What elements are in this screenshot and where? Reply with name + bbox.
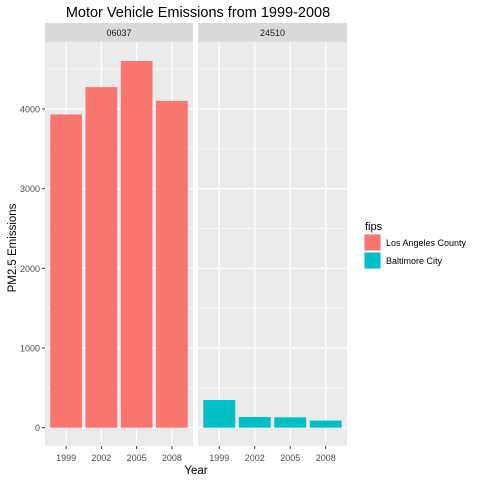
- x-tick-label: 2005: [280, 453, 300, 463]
- bar-06037-1999: [50, 114, 82, 428]
- x-tick-label: 2002: [245, 453, 265, 463]
- y-axis-label: PM2.5 Emissions: [7, 203, 19, 292]
- x-tick-label: 2002: [91, 453, 111, 463]
- bar-06037-2008: [156, 100, 188, 428]
- bar-06037-2005: [120, 60, 153, 428]
- facet-strip-24510: [198, 23, 347, 42]
- bar-24510-2005: [274, 417, 307, 428]
- x-tick-label: 2005: [127, 453, 147, 463]
- chart-title: Motor Vehicle Emissions from 1999-2008: [66, 5, 330, 21]
- x-tick-label: 2008: [162, 453, 182, 463]
- y-tick-label: 0: [35, 423, 40, 433]
- bar-24510-2008: [309, 420, 342, 428]
- x-tick-label: 2008: [316, 453, 336, 463]
- y-tick-label: 3000: [20, 184, 40, 194]
- y-tick-label: 1000: [20, 343, 40, 353]
- facet-strip-label: 06037: [106, 28, 131, 38]
- facet-strip-label: 24510: [260, 28, 285, 38]
- bar-24510-2002: [238, 416, 271, 428]
- legend-entry-label: Baltimore City: [386, 256, 443, 266]
- bar-06037-2002: [85, 87, 118, 428]
- legend: fips Los Angeles County Baltimore City: [364, 221, 467, 269]
- legend-key-swatch: [364, 252, 381, 269]
- facet-strip-06037: [45, 23, 193, 42]
- bar-24510-1999: [203, 400, 236, 428]
- y-tick-label: 2000: [20, 264, 40, 274]
- legend-title: fips: [365, 221, 383, 233]
- x-tick-label: 1999: [56, 453, 76, 463]
- legend-key-swatch: [364, 234, 381, 251]
- y-tick-label: 4000: [20, 104, 40, 114]
- x-tick-label: 1999: [209, 453, 229, 463]
- panel-background: [198, 42, 347, 446]
- legend-entry-label: Los Angeles County: [386, 238, 467, 248]
- x-axis-label: Year: [184, 465, 207, 477]
